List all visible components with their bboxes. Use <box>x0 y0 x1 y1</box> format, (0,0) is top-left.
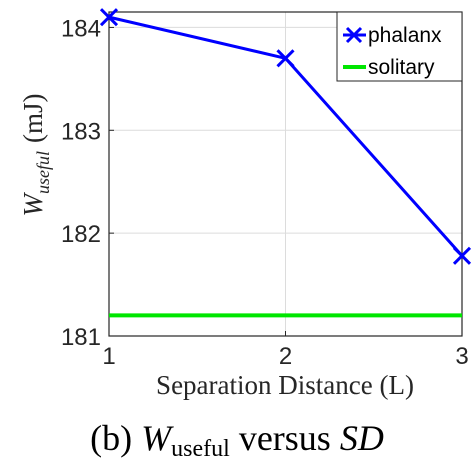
legend-box <box>336 11 463 82</box>
x-tick-label: 2 <box>279 343 292 370</box>
x-axis-label: Separation Distance (L) <box>156 370 414 400</box>
legend: phalanx solitary <box>336 11 463 82</box>
legend-phalanx-label: phalanx <box>368 24 442 47</box>
data-point-phalanx <box>452 246 472 265</box>
y-axis-label: Wuseful (mJ) <box>18 94 53 217</box>
data-point-phalanx <box>276 49 295 68</box>
caption-prefix: (b) <box>90 418 142 458</box>
caption-sub: useful <box>171 436 230 462</box>
caption-w: W <box>141 418 172 458</box>
legend-solitary-label: solitary <box>368 56 435 79</box>
caption-middle: versus <box>229 418 340 458</box>
y-axis-label-sub: useful <box>33 151 53 194</box>
y-tick-label: 182 <box>61 221 101 248</box>
y-tick-label: 181 <box>61 324 101 351</box>
caption-sd: SD <box>339 418 384 458</box>
x-tick-label: 3 <box>455 343 468 370</box>
y-tick-label: 184 <box>61 15 101 42</box>
y-tick-label: 183 <box>61 118 101 145</box>
series-layer <box>99 8 472 318</box>
y-axis-label-unit: (mJ) <box>18 94 48 144</box>
y-axis-label-main: W <box>18 192 48 217</box>
data-point-phalanx <box>99 8 119 27</box>
legend-phalanx-marker <box>345 26 363 44</box>
x-tick-label: 1 <box>102 343 115 370</box>
tick-labels: 1 2 3 181 182 183 184 <box>61 15 469 370</box>
figure-caption: (b) Wuseful versus SD <box>0 414 474 473</box>
